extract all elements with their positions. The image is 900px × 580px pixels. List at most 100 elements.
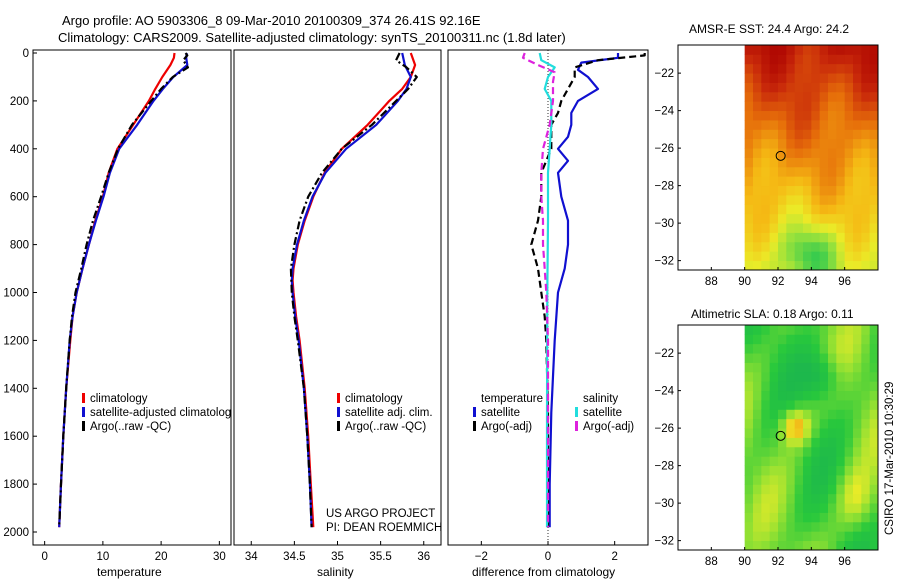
heatmap-cell xyxy=(794,540,804,550)
heatmap-cell xyxy=(803,185,812,196)
heatmap-cell xyxy=(753,400,762,410)
heatmap-cell xyxy=(853,251,862,262)
heatmap-cell xyxy=(819,232,829,243)
heatmap-cell xyxy=(744,120,754,130)
temperature-legend: climatology satellite-adjusted climatolo… xyxy=(82,393,231,433)
heatmap-cell xyxy=(794,475,804,485)
heatmap-cell xyxy=(778,521,787,532)
heatmap-cell xyxy=(811,241,821,252)
heatmap-cell xyxy=(861,446,871,457)
heatmap-cell xyxy=(861,232,871,243)
legend-heading-salinity: salinity xyxy=(583,393,618,405)
heatmap-cell xyxy=(769,195,779,205)
heatmap-cell xyxy=(794,362,804,373)
heatmap-cell xyxy=(844,138,854,149)
temperature-x-label: temperature xyxy=(97,565,162,579)
heatmap-cell xyxy=(786,45,796,55)
heatmap-cell xyxy=(803,91,812,102)
heatmap-cell xyxy=(811,45,821,55)
heatmap-cell xyxy=(853,446,862,457)
series-line-satellite-adjusted-climatology xyxy=(58,52,189,528)
heatmap-cell xyxy=(794,148,804,158)
heatmap-cell xyxy=(869,213,878,224)
heatmap-cell xyxy=(744,73,754,83)
x-tick-label: 92 xyxy=(772,556,785,568)
legend-marker-temp-argo xyxy=(473,421,476,431)
heatmap-cell xyxy=(811,343,821,354)
heatmap-cell xyxy=(761,418,771,429)
heatmap-cell xyxy=(861,120,871,130)
heatmap-cell xyxy=(819,371,829,382)
heatmap-cell xyxy=(803,241,812,252)
heatmap-cell xyxy=(819,418,829,429)
heatmap-cell xyxy=(836,251,846,262)
heatmap-cell xyxy=(811,484,821,495)
x-tick-label: 88 xyxy=(705,276,718,288)
heatmap-cell xyxy=(803,129,812,140)
heatmap-cell xyxy=(819,176,829,187)
heatmap-cell xyxy=(828,540,837,550)
heatmap-cell xyxy=(769,241,779,252)
heatmap-cell xyxy=(753,475,762,485)
heatmap-cell xyxy=(853,390,862,401)
heatmap-cell xyxy=(828,241,837,252)
heatmap-cell xyxy=(819,437,829,448)
heatmap-cell xyxy=(819,465,829,476)
heatmap-cell xyxy=(836,73,846,83)
heatmap-cell xyxy=(786,409,796,420)
x-tick-label: −2 xyxy=(475,551,488,563)
heatmap-cell xyxy=(753,176,762,187)
heatmap-cell xyxy=(853,63,862,74)
y-tick-label: 1600 xyxy=(3,431,29,443)
heatmap-cell xyxy=(753,157,762,168)
heatmap-cell xyxy=(744,260,754,270)
heatmap-cell xyxy=(836,512,846,523)
heatmap-cell xyxy=(869,325,878,335)
heatmap-cell xyxy=(853,371,862,382)
sst-x-ticks: 88 90 92 94 96 xyxy=(705,267,851,288)
heatmap-cell xyxy=(769,251,779,262)
heatmap-cell xyxy=(786,213,796,224)
heatmap-cell xyxy=(753,110,762,121)
heatmap-cell xyxy=(769,334,779,345)
heatmap-cell xyxy=(861,428,871,438)
heatmap-cell xyxy=(819,45,829,55)
heatmap-cell xyxy=(803,503,812,513)
heatmap-cell xyxy=(778,260,787,270)
heatmap-cell xyxy=(869,540,878,550)
x-tick-label: 92 xyxy=(772,276,785,288)
heatmap-cell xyxy=(744,63,754,74)
heatmap-cell xyxy=(778,148,787,158)
heatmap-cell xyxy=(811,101,821,112)
heatmap-cell xyxy=(786,73,796,83)
heatmap-cell xyxy=(844,418,854,429)
heatmap-cell xyxy=(861,381,871,392)
heatmap-cell xyxy=(811,400,821,410)
heatmap-cell xyxy=(844,334,854,345)
sla-y-ticks: −22 −24 −26 −28 −30 −32 xyxy=(654,348,681,548)
heatmap-cell xyxy=(786,148,796,158)
heatmap-cell xyxy=(794,381,804,392)
heatmap-cell xyxy=(786,251,796,262)
x-tick-label: 2 xyxy=(611,551,617,563)
heatmap-cell xyxy=(836,418,846,429)
heatmap-cell xyxy=(853,409,862,420)
heatmap-cell xyxy=(819,213,829,224)
heatmap-cell xyxy=(769,503,779,513)
heatmap-cell xyxy=(836,148,846,158)
heatmap-cell xyxy=(861,241,871,252)
sst-y-ticks: −22 −24 −26 −28 −30 −32 xyxy=(654,68,681,268)
heatmap-cell xyxy=(861,390,871,401)
heatmap-cell xyxy=(828,343,837,354)
heatmap-cell xyxy=(828,418,837,429)
heatmap-cell xyxy=(803,484,812,495)
heatmap-cell xyxy=(744,418,754,429)
heatmap-cell xyxy=(769,512,779,523)
heatmap-cell xyxy=(778,437,787,448)
heatmap-cell xyxy=(794,343,804,354)
heatmap-cell xyxy=(869,381,878,392)
heatmap-cell xyxy=(869,195,878,205)
heatmap-cell xyxy=(761,437,771,448)
heatmap-cell xyxy=(761,223,771,233)
